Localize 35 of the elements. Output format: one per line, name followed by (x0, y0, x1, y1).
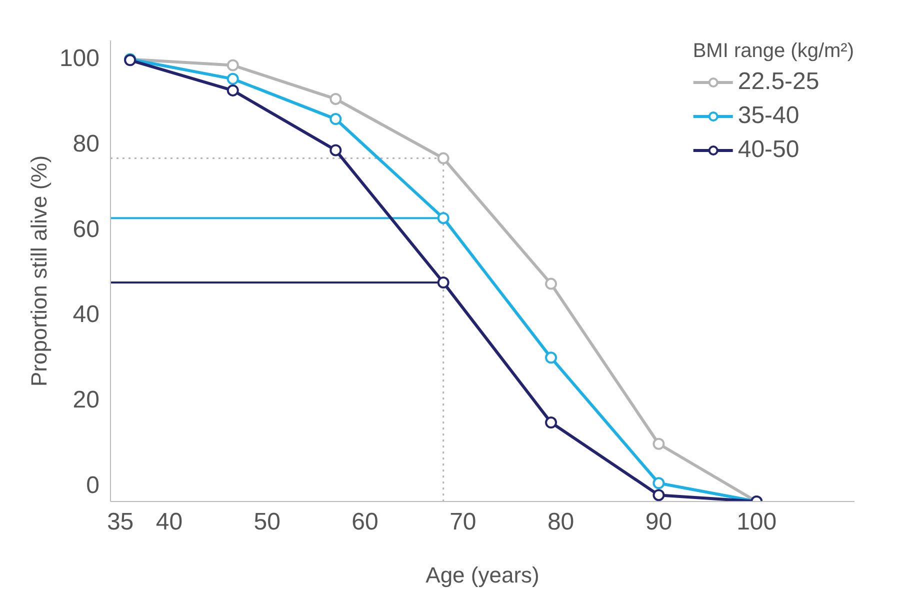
point (226, 59, 239, 72)
point (545, 352, 558, 364)
point (437, 152, 450, 164)
point (226, 72, 239, 85)
point (652, 489, 665, 502)
x-tick-label: 70 (450, 508, 476, 536)
y-axis-title: Proportion still alive (%) (26, 155, 52, 387)
point (330, 113, 342, 126)
x-tick-label: 50 (254, 508, 280, 536)
point (545, 278, 558, 290)
y-tick-label: 40 (72, 301, 100, 328)
y-tick-label: 60 (72, 216, 100, 243)
y-tick-label: 20 (72, 386, 100, 414)
legend-label: 35-40 (738, 102, 800, 130)
point (437, 276, 450, 289)
x-tick-label: 80 (547, 508, 574, 536)
x-tick-label: 60 (352, 508, 378, 536)
y-tick-label: 0 (86, 472, 100, 499)
x-tick-label: 35 (106, 508, 134, 536)
x-tick-label: 100 (736, 508, 777, 536)
legend-label: 40-50 (738, 136, 800, 164)
point (437, 212, 450, 224)
legend-label: 22.5-25 (738, 68, 820, 96)
point (652, 477, 665, 490)
x-tick-label: 40 (156, 508, 183, 536)
point (330, 92, 342, 105)
x-tick-label: 90 (645, 508, 672, 536)
point (330, 144, 342, 156)
legend-title: BMI range (kg/m²) (692, 40, 854, 63)
y-tick-label: 80 (72, 130, 100, 158)
point (545, 416, 558, 429)
point (652, 438, 665, 450)
x-axis-title: Age (years) (426, 562, 540, 588)
y-tick-label: 100 (59, 45, 100, 72)
point (226, 84, 239, 96)
